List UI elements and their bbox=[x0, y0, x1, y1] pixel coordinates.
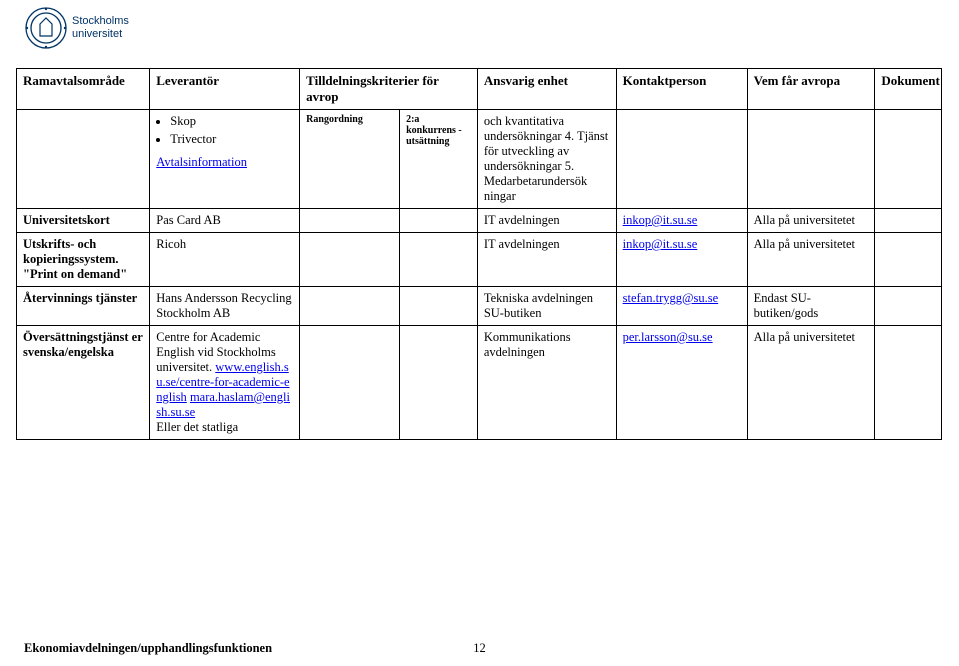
footer-text: Ekonomiavdelningen/upphandlingsfunktione… bbox=[24, 641, 272, 656]
email-link[interactable]: inkop@it.su.se bbox=[623, 237, 698, 251]
seal-icon bbox=[24, 6, 68, 50]
leverantor-cell: Centre for Academic English vid Stockhol… bbox=[150, 326, 300, 440]
row-label: Universitetskort bbox=[23, 213, 110, 227]
email-link[interactable]: stefan.trygg@su.se bbox=[623, 291, 719, 305]
subhead-rangordning: Rangordning bbox=[300, 110, 400, 209]
col-vemfar: Vem får avropa bbox=[747, 69, 875, 110]
table-row: Universitetskort Pas Card AB IT avdelnin… bbox=[17, 209, 942, 233]
list-item: Skop bbox=[170, 114, 293, 129]
table-row: Skop Trivector Avtalsinformation Rangord… bbox=[17, 110, 942, 209]
col-tilldelning: Tilldelningskriterier för avrop bbox=[300, 69, 478, 110]
col-ramavtal: Ramavtalsområde bbox=[17, 69, 150, 110]
email-link[interactable]: per.larsson@su.se bbox=[623, 330, 713, 344]
logo: Stockholms universitet bbox=[24, 6, 129, 50]
col-kontakt: Kontaktperson bbox=[616, 69, 747, 110]
logo-text: Stockholms universitet bbox=[72, 15, 129, 40]
row-label: Utskrifts- och kopieringssystem. "Print … bbox=[23, 237, 127, 281]
col-leverantor: Leverantör bbox=[150, 69, 300, 110]
list-item: Trivector bbox=[170, 132, 293, 147]
col-ansvarig: Ansvarig enhet bbox=[477, 69, 616, 110]
row-label: Översättningstjänst er svenska/engelska bbox=[23, 330, 143, 359]
subhead-konkurrens: 2:a konkurrens -utsättning bbox=[400, 110, 478, 209]
avtalsinfo-link[interactable]: Avtalsinformation bbox=[156, 155, 247, 169]
ansvarig-cell: och kvantitativa undersökningar 4. Tjäns… bbox=[477, 110, 616, 209]
row-label: Återvinnings tjänster bbox=[23, 291, 137, 305]
col-dokument: Dokument bbox=[875, 69, 942, 110]
leverantor-cell: Skop Trivector Avtalsinformation bbox=[150, 110, 300, 209]
table-header-row: Ramavtalsområde Leverantör Tilldelningsk… bbox=[17, 69, 942, 110]
table-row: Utskrifts- och kopieringssystem. "Print … bbox=[17, 233, 942, 287]
page-number: 12 bbox=[473, 641, 486, 656]
table-row: Återvinnings tjänster Hans Andersson Rec… bbox=[17, 287, 942, 326]
email-link[interactable]: inkop@it.su.se bbox=[623, 213, 698, 227]
table-row: Översättningstjänst er svenska/engelska … bbox=[17, 326, 942, 440]
contracts-table: Ramavtalsområde Leverantör Tilldelningsk… bbox=[16, 68, 942, 440]
